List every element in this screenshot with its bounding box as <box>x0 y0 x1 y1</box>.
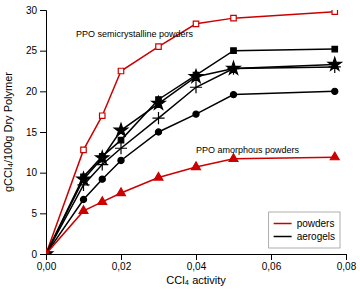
marker <box>230 91 236 97</box>
marker <box>332 46 337 51</box>
marker <box>117 188 126 196</box>
x-tick: 0,00 <box>37 254 57 272</box>
x-tick: 0,08 <box>337 254 357 272</box>
y-axis: 0 5 10 15 20 25 30 <box>26 5 47 260</box>
legend: powders aerogels <box>269 212 340 248</box>
y-tick-label: 30 <box>26 5 38 16</box>
y-tick-mark <box>40 91 46 92</box>
x-tick-label: 0,00 <box>37 261 57 272</box>
chart: 0,00 0,02 0,04 0,06 0,08 0 5 10 15 20 25 30 CCl₄ act… <box>0 0 360 290</box>
marker <box>190 81 202 93</box>
y-tick: 25 <box>26 45 46 56</box>
x-tick-mark <box>346 254 347 260</box>
marker <box>100 113 105 118</box>
marker <box>330 152 339 160</box>
x-axis-title: CCl₄ activity <box>166 274 226 286</box>
x-tick-label: 0,08 <box>337 261 357 272</box>
marker <box>155 129 161 135</box>
marker <box>154 172 163 180</box>
legend-item: aerogels <box>274 231 335 242</box>
y-tick: 5 <box>31 208 46 219</box>
marker <box>77 179 89 191</box>
marker <box>99 176 105 182</box>
marker <box>96 158 108 170</box>
x-tick-label: 0,04 <box>187 261 207 272</box>
marker <box>115 142 127 154</box>
y-axis-title: gCCl₄/100g Dry Polymer <box>2 72 14 192</box>
y-tick-mark <box>40 254 46 255</box>
x-axis: 0,00 0,02 0,04 0,06 0,08 <box>37 254 357 272</box>
marker <box>114 123 127 136</box>
marker <box>231 15 236 20</box>
annotation: PPO semicrystalline powders <box>76 29 194 39</box>
x-tick-mark <box>121 254 122 260</box>
marker <box>192 162 201 170</box>
y-tick: 15 <box>26 127 46 138</box>
legend-label: powders <box>297 218 335 229</box>
marker <box>332 10 337 14</box>
y-tick: 30 <box>26 5 46 16</box>
x-tick: 0,04 <box>187 254 207 272</box>
y-tick-label: 20 <box>26 86 38 97</box>
marker <box>189 70 202 83</box>
y-tick-label: 10 <box>26 167 38 178</box>
plot-area <box>46 10 341 254</box>
marker <box>156 44 161 49</box>
y-tick-label: 25 <box>26 45 38 56</box>
series-line <box>46 49 335 254</box>
marker <box>81 147 86 152</box>
x-tick: 0,06 <box>262 254 282 272</box>
y-tick: 20 <box>26 86 46 97</box>
y-tick: 10 <box>26 167 46 178</box>
marker <box>118 137 123 142</box>
legend-swatch <box>274 223 292 225</box>
x-tick-mark <box>271 254 272 260</box>
y-tick-mark <box>40 10 46 11</box>
y-axis-line <box>40 11 47 255</box>
y-tick-label: 15 <box>26 127 38 138</box>
marker <box>152 97 165 110</box>
x-tick-mark <box>196 254 197 260</box>
marker <box>118 68 123 73</box>
y-tick-label: 5 <box>31 208 37 219</box>
y-tick-mark <box>40 213 46 214</box>
marker <box>231 48 236 53</box>
marker <box>227 62 239 74</box>
y-tick-mark <box>40 173 46 174</box>
annotation: PPO amorphous powders <box>196 145 300 155</box>
legend-swatch <box>274 236 292 238</box>
marker <box>118 157 124 163</box>
legend-item: powders <box>274 218 335 229</box>
x-axis-line <box>47 255 347 261</box>
legend-box <box>269 212 340 248</box>
y-tick: 0 <box>31 249 46 260</box>
legend-label: aerogels <box>297 231 335 242</box>
y-tick-mark <box>40 132 46 133</box>
marker <box>193 111 199 117</box>
x-tick-label: 0,06 <box>262 261 282 272</box>
marker <box>80 196 86 202</box>
marker <box>332 88 338 94</box>
marker <box>152 112 164 124</box>
x-tick: 0,02 <box>112 254 132 272</box>
marker <box>329 61 341 73</box>
x-tick-label: 0,02 <box>112 261 132 272</box>
marker <box>46 249 50 254</box>
marker <box>193 21 198 26</box>
marker <box>98 197 107 205</box>
y-tick-mark <box>40 51 46 52</box>
y-tick-label: 0 <box>31 249 37 260</box>
marker <box>79 206 88 214</box>
